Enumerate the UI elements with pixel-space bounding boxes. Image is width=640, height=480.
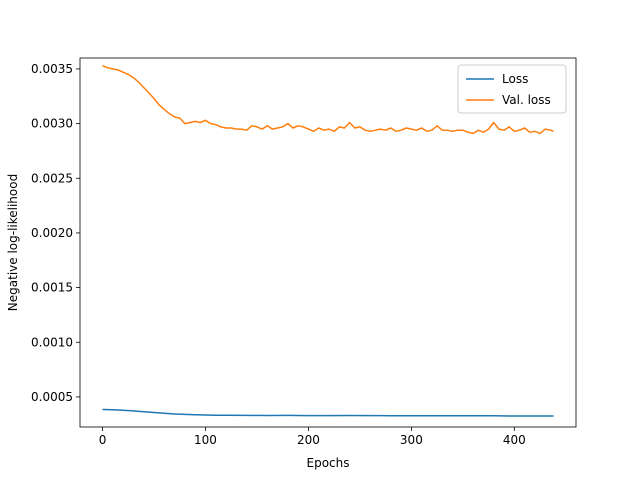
x-tick-label: 200 [297,433,320,447]
y-axis-label: Negative log-likelihood [6,174,20,311]
y-tick-label: 0.0035 [31,62,73,76]
legend-label-0: Loss [502,72,528,86]
y-axis-ticks: 0.0005 0.0010 0.0015 0.0020 0.0025 0.0030 0.00… [31,62,80,404]
x-tick-label: 300 [400,433,423,447]
y-tick-label: 0.0010 [31,335,73,349]
x-tick-label: 400 [503,433,526,447]
y-tick-label: 0.0025 [31,171,73,185]
x-axis-label: Epochs [307,456,350,470]
y-tick-label: 0.0005 [31,390,73,404]
x-tick-label: 0 [99,433,107,447]
series-line-0 [102,408,554,417]
y-tick-label: 0.0015 [31,281,73,295]
legend-label-1: Val. loss [502,93,551,107]
y-tick-label: 0.0020 [31,226,73,240]
legend-box [457,64,567,114]
y-tick-label: 0.0030 [31,117,73,131]
series-layer [102,65,554,417]
series-line-1 [102,65,554,135]
x-tick-label: 100 [194,433,217,447]
plot-area-frame [79,57,577,428]
x-axis-ticks: 0 100 200 300 400 [99,427,526,447]
legend: Loss Val. loss [457,64,567,114]
